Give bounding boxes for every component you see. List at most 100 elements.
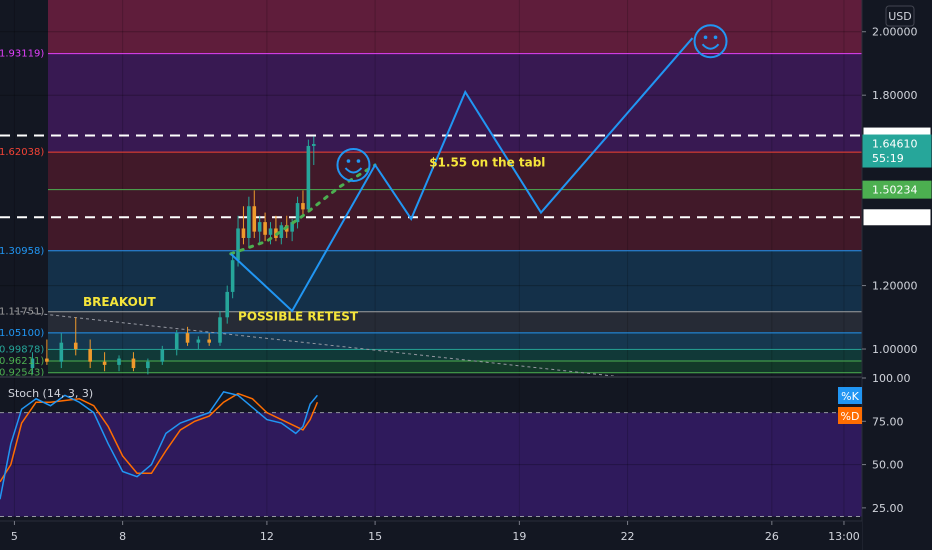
fib-zone-6 [48,349,862,362]
price-badge-box-3 [862,208,932,227]
candle-20[interactable] [252,190,257,238]
candle-body-28 [295,203,300,223]
fib-zone-4 [48,311,862,333]
stoch-tick-label-3: 25.00 [872,502,904,515]
smiley-icon-1 [693,24,728,59]
stoch-tick-label-2: 50.00 [872,459,904,472]
projected-dotted-path [229,163,377,256]
stoch-d-badge-box [838,407,862,424]
candle-body-5 [102,361,107,365]
price-badge-label-3: 1.41524 [872,211,918,224]
candle-4[interactable] [88,339,92,369]
fib-zone-1 [48,53,862,153]
price-axis-background [862,0,932,550]
candle-14[interactable] [218,310,222,346]
candle-7[interactable] [131,352,136,372]
fib-zone-0 [48,0,862,54]
time-tick-label-0: 5 [11,530,18,543]
price-badge-2[interactable]: 1.50234 [862,180,932,199]
candle-25[interactable] [279,222,284,245]
candle-15[interactable] [225,285,230,324]
descending-trendline [14,310,618,376]
candle-body-0 [30,358,35,369]
stoch-k-badge-label: %K [841,390,859,403]
candle-23[interactable] [268,222,273,245]
fib-zone-3 [48,250,862,312]
candle-2[interactable] [59,333,64,369]
candle-body-27 [290,222,294,232]
stoch-k-line [0,391,318,500]
annotation-label-0: BREAKOUT [83,295,157,309]
price-pane[interactable]: BREAKOUT POSSIBLE RETEST $1.55 on the tabl… [0,0,862,379]
stoch-d-badge-label: %D [841,410,860,423]
currency-label: USD [888,10,912,23]
fib-level-label-2: 1.62038) [0,147,44,158]
candle-21[interactable] [257,215,262,245]
candle-18[interactable] [241,206,246,245]
candle-body-13 [207,339,211,343]
fib-level-label-5: 1.11751) [0,307,44,318]
price-plot-area[interactable]: BREAKOUT POSSIBLE RETEST $1.55 on the tabl [0,0,862,378]
candle-13[interactable] [207,333,211,346]
time-tick-label-4: 19 [512,530,526,543]
smiley-icon-0 [336,147,371,182]
candle-body-1 [45,358,49,362]
price-badge-3[interactable]: 1.41524 [862,208,932,227]
price-badge-countdown-1: 55:19 [872,152,904,165]
candle-body-30 [306,145,311,210]
candle-body-31 [311,144,316,146]
smiley-eye-left-0 [346,159,351,163]
candle-10[interactable] [174,329,179,356]
fib-level-label-7: 0.99878) [0,344,44,355]
price-axis[interactable]: 2.000001.800001.200001.000001.672791.646… [838,0,932,550]
candle-body-29 [301,203,305,210]
fib-level-label-6: 1.05100) [0,328,44,339]
candle-31[interactable] [311,136,316,165]
candle-29[interactable] [301,190,305,216]
candle-12[interactable] [196,336,201,350]
candle-5[interactable] [102,352,107,372]
fib-level-label-8: 0.96211) [0,356,44,367]
price-tick-label-0: 2.00000 [872,26,918,39]
annotation-label-2: $1.55 on the tabl [429,156,545,170]
candle-6[interactable] [117,355,121,372]
candle-3[interactable] [73,317,78,356]
stoch-d-line [0,392,319,483]
candle-16[interactable] [230,253,235,299]
fib-zone-7 [48,361,862,373]
candle-body-8 [146,361,150,369]
candle-28[interactable] [295,196,300,229]
candle-17[interactable] [236,215,240,267]
time-tick-label-1: 8 [119,530,126,543]
candle-body-20 [252,206,257,232]
candle-11[interactable] [185,326,190,346]
candle-body-25 [279,225,284,238]
time-axis-background [0,521,862,550]
stochastic-pane[interactable]: Stoch (14, 3, 3) [0,378,862,520]
price-badge-box-2 [862,180,932,199]
candle-body-9 [160,349,165,362]
candle-body-11 [185,333,190,343]
price-tick-label-2: 1.20000 [872,280,918,293]
price-badge-label-2: 1.50234 [872,184,918,197]
stoch-d-badge[interactable]: %D [838,407,862,424]
price-tick-label-3: 1.00000 [872,343,918,356]
candle-body-21 [257,222,262,232]
currency-badge[interactable] [885,5,915,27]
candle-19[interactable] [247,196,251,248]
time-axis[interactable]: 5 8 12 15 19 22 26 13:00 [0,520,862,550]
candle-1[interactable] [45,339,49,365]
stoch-k-badge[interactable]: %K [838,387,862,404]
candle-8[interactable] [146,358,150,375]
price-badge-label-1: 1.64610 [872,138,918,151]
candle-body-17 [236,228,240,261]
candle-body-10 [174,333,179,350]
candle-9[interactable] [160,345,165,365]
candle-22[interactable] [263,212,267,242]
candle-body-23 [268,228,273,235]
candle-30[interactable] [306,139,311,213]
candle-body-6 [117,358,121,365]
candle-0[interactable] [30,352,35,375]
